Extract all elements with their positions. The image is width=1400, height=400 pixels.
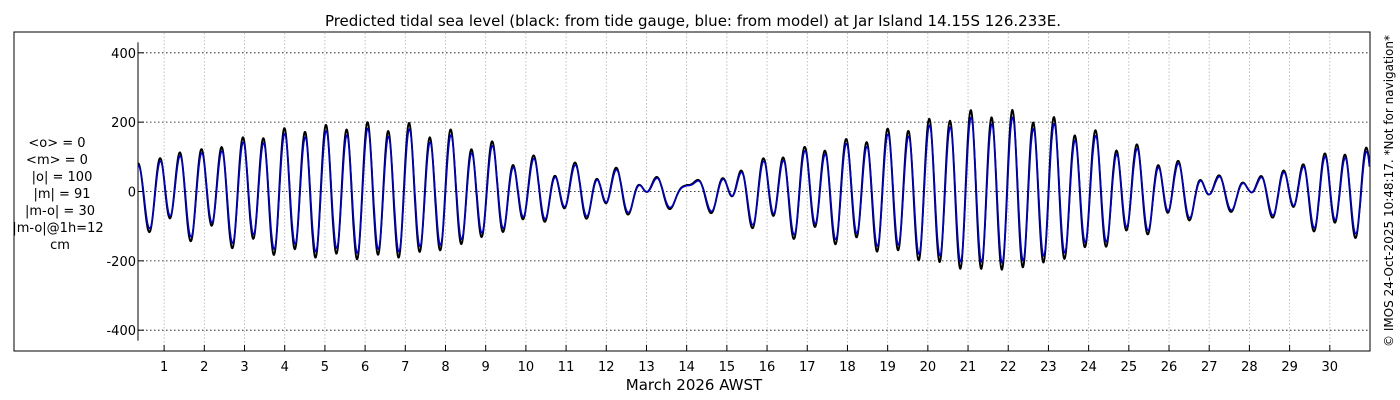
stats-block: <o> = 0 <m> = 0 |o| = 100 |m| = 91 |m-o|… (12, 136, 103, 253)
y-tick-label: 400 (111, 47, 136, 62)
series-line-model (137, 116, 1371, 264)
x-tick-label: 9 (482, 360, 490, 375)
y-tick-label: 0 (128, 186, 136, 201)
y-tick-label: -400 (106, 324, 136, 339)
x-tick-label: 18 (839, 360, 856, 375)
x-axis-label: March 2026 AWST (626, 376, 763, 394)
x-tick-label: 7 (401, 360, 409, 375)
stat-mean-obs: <o> = 0 (28, 136, 85, 151)
x-tick-label: 1 (160, 360, 168, 375)
x-tick-label: 26 (1161, 360, 1178, 375)
x-tick-label: 25 (1121, 360, 1138, 375)
series-lines (137, 108, 1371, 271)
x-tick-label: 30 (1322, 360, 1339, 375)
x-tick-label: 24 (1080, 360, 1097, 375)
x-tick-label: 4 (281, 360, 289, 375)
x-tick-labels: 1 2 3 4 5 6 7 8 9 10 11 12 13 14 15 16 17 18 19 20 21 22 23 24 2… (160, 345, 1338, 375)
stat-abs-model: |m| = 91 (33, 187, 90, 202)
x-tick-label: 6 (361, 360, 369, 375)
x-tick-label: 14 (678, 360, 695, 375)
y-tick-label: -200 (106, 255, 136, 270)
x-tick-label: 22 (1000, 360, 1017, 375)
x-tick-label: 23 (1040, 360, 1057, 375)
plot-frame (13, 31, 1371, 352)
x-tick-label: 16 (759, 360, 776, 375)
x-tick-label: 10 (518, 360, 535, 375)
x-tick-label: 11 (558, 360, 575, 375)
x-tick-label: 20 (920, 360, 937, 375)
x-tick-label: 21 (960, 360, 977, 375)
stat-abs-diff: |m-o| = 30 (25, 204, 95, 219)
x-tick-label: 8 (441, 360, 449, 375)
x-tick-label: 29 (1281, 360, 1298, 375)
stat-abs-obs: |o| = 100 (32, 170, 93, 185)
x-tick-label: 2 (200, 360, 208, 375)
x-tick-label: 28 (1241, 360, 1258, 375)
watermark: © IMOS 24-Oct-2025 10:48:17. *Not for na… (1382, 35, 1396, 347)
y-tick-label: 200 (111, 116, 136, 131)
stat-mean-model: <m> = 0 (26, 153, 88, 168)
y-axis: 400 200 0 -200 -400 (106, 42, 144, 341)
stat-abs-diff-1h: |m-o|@1h=12 (12, 221, 103, 236)
x-tick-label: 15 (719, 360, 736, 375)
chart-title: Predicted tidal sea level (black: from t… (325, 12, 1061, 30)
x-tick-label: 13 (638, 360, 655, 375)
x-tick-label: 12 (598, 360, 615, 375)
x-tick-label: 3 (240, 360, 248, 375)
x-tick-label: 19 (879, 360, 896, 375)
x-tick-label: 17 (799, 360, 816, 375)
x-tick-label: 27 (1201, 360, 1218, 375)
x-tick-label: 5 (321, 360, 329, 375)
stat-units: cm (50, 238, 70, 253)
